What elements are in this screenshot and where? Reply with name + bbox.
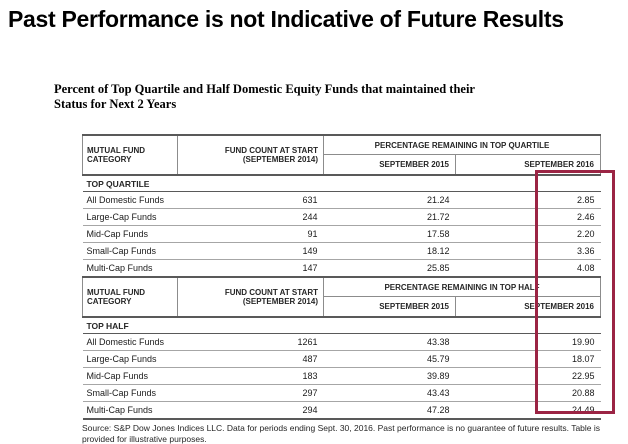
section-label-top-half: TOP HALF	[82, 317, 601, 334]
slide: { "page": { "title": "Past Performance i…	[8, 6, 615, 444]
cell-category: Mid-Cap Funds	[82, 367, 178, 385]
cell-sep-2015: 17.58	[323, 225, 456, 243]
section-row: TOP HALF	[82, 317, 601, 334]
cell-sep-2015: 43.43	[323, 384, 456, 402]
col-header-september-2015: SEPTEMBER 2015	[323, 296, 456, 318]
cell-category: Multi-Cap Funds	[82, 259, 178, 278]
cell-category: Small-Cap Funds	[82, 242, 178, 260]
cell-fund-count: 631	[177, 191, 324, 209]
table-row: Mid-Cap Funds 91 17.58 2.20	[82, 225, 601, 243]
cell-sep-2015: 25.85	[323, 259, 456, 278]
col-header-fund-count: FUND COUNT AT START (SEPTEMBER 2014)	[177, 134, 324, 176]
cell-category: Mid-Cap Funds	[82, 225, 178, 243]
cell-fund-count: 487	[177, 350, 324, 368]
cell-sep-2016: 20.88	[455, 384, 601, 402]
col-header-september-2015: SEPTEMBER 2015	[323, 154, 456, 176]
table-row: Small-Cap Funds 149 18.12 3.36	[82, 242, 601, 260]
col-header-fund-count: FUND COUNT AT START (SEPTEMBER 2014)	[177, 276, 324, 318]
cell-sep-2015: 47.28	[323, 401, 456, 420]
header-row-group: MUTUAL FUND CATEGORY FUND COUNT AT START…	[82, 134, 601, 176]
cell-sep-2016: 2.20	[455, 225, 601, 243]
cell-fund-count: 149	[177, 242, 324, 260]
section-row: TOP QUARTILE	[82, 175, 601, 192]
cell-sep-2016: 3.36	[455, 242, 601, 260]
performance-table: MUTUAL FUND CATEGORY FUND COUNT AT START…	[82, 134, 601, 420]
cell-fund-count: 183	[177, 367, 324, 385]
cell-category: All Domestic Funds	[82, 191, 178, 209]
cell-category: All Domestic Funds	[82, 333, 178, 351]
table-row: All Domestic Funds 631 21.24 2.85	[82, 191, 601, 209]
table-row: Mid-Cap Funds 183 39.89 22.95	[82, 367, 601, 385]
cell-sep-2015: 21.72	[323, 208, 456, 226]
cell-category: Large-Cap Funds	[82, 208, 178, 226]
cell-category: Multi-Cap Funds	[82, 401, 178, 420]
cell-sep-2015: 18.12	[323, 242, 456, 260]
table-row: Small-Cap Funds 297 43.43 20.88	[82, 384, 601, 402]
cell-fund-count: 147	[177, 259, 324, 278]
cell-sep-2015: 39.89	[323, 367, 456, 385]
cell-sep-2016: 19.90	[455, 333, 601, 351]
header-row-group: MUTUAL FUND CATEGORY FUND COUNT AT START…	[82, 276, 601, 318]
header-row-years: SEPTEMBER 2015 SEPTEMBER 2016	[83, 154, 601, 176]
table-row: Multi-Cap Funds 147 25.85 4.08	[82, 259, 601, 278]
table-row: Large-Cap Funds 244 21.72 2.46	[82, 208, 601, 226]
table-row: All Domestic Funds 1261 43.38 19.90	[82, 333, 601, 351]
cell-fund-count: 297	[177, 384, 324, 402]
table-row: Large-Cap Funds 487 45.79 18.07	[82, 350, 601, 368]
cell-sep-2015: 43.38	[323, 333, 456, 351]
col-header-september-2016: SEPTEMBER 2016	[455, 296, 601, 318]
cell-sep-2016: 18.07	[455, 350, 601, 368]
cell-category: Large-Cap Funds	[82, 350, 178, 368]
table-row: Multi-Cap Funds 294 47.28 24.49	[82, 401, 601, 420]
source-footnote: Source: S&P Dow Jones Indices LLC. Data …	[82, 423, 601, 444]
col-header-category: MUTUAL FUND CATEGORY	[82, 276, 178, 318]
col-header-category: MUTUAL FUND CATEGORY	[82, 134, 178, 176]
page-title: Past Performance is not Indicative of Fu…	[8, 6, 564, 32]
cell-sep-2016: 22.95	[455, 367, 601, 385]
cell-fund-count: 294	[177, 401, 324, 420]
cell-fund-count: 91	[177, 225, 324, 243]
cell-fund-count: 1261	[177, 333, 324, 351]
performance-table-container: MUTUAL FUND CATEGORY FUND COUNT AT START…	[82, 134, 601, 444]
cell-sep-2015: 21.24	[323, 191, 456, 209]
cell-sep-2016: 2.46	[455, 208, 601, 226]
header-row-years: SEPTEMBER 2015 SEPTEMBER 2016	[83, 296, 601, 318]
section-label-top-quartile: TOP QUARTILE	[82, 175, 601, 192]
col-header-september-2016: SEPTEMBER 2016	[455, 154, 601, 176]
cell-sep-2016: 4.08	[455, 259, 601, 278]
col-header-group-top-half: PERCENTAGE REMAINING IN TOP HALF	[323, 276, 601, 297]
cell-sep-2016: 2.85	[455, 191, 601, 209]
col-header-group-top-quartile: PERCENTAGE REMAINING IN TOP QUARTILE	[323, 134, 601, 155]
table-caption: Percent of Top Quartile and Half Domesti…	[54, 82, 475, 111]
cell-category: Small-Cap Funds	[82, 384, 178, 402]
cell-fund-count: 244	[177, 208, 324, 226]
cell-sep-2015: 45.79	[323, 350, 456, 368]
cell-sep-2016: 24.49	[455, 401, 601, 420]
